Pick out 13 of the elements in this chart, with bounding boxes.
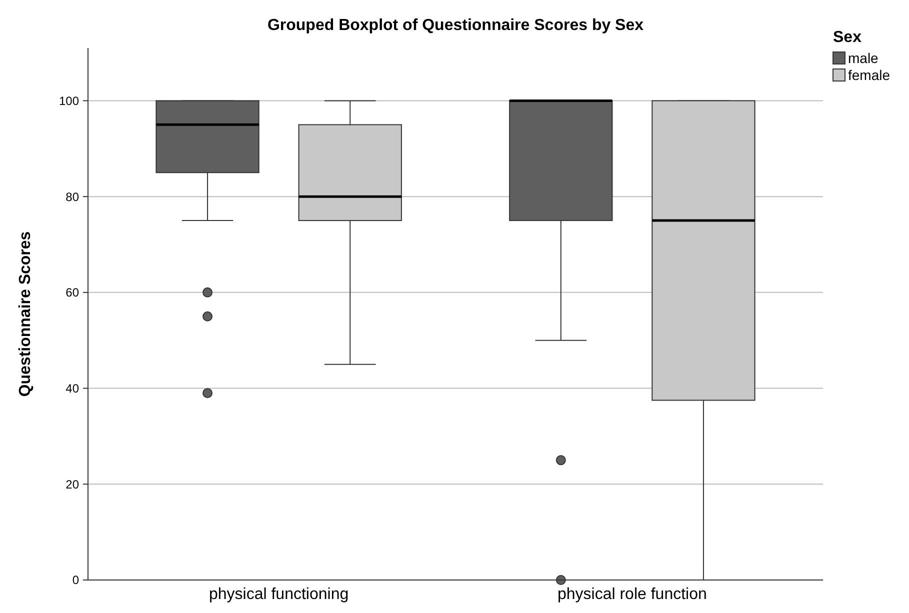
legend-label: female [848, 67, 890, 83]
y-tick-label: 20 [66, 477, 80, 492]
y-axis-title: Questionnaire Scores [17, 231, 34, 397]
chart-title: Grouped Boxplot of Questionnaire Scores by Sex [267, 17, 644, 34]
legend-label: male [848, 50, 879, 66]
y-tick-label: 80 [66, 190, 80, 204]
y-tick-label: 0 [72, 573, 80, 588]
y-tick-label: 60 [66, 286, 80, 300]
y-tick-label: 40 [66, 381, 80, 396]
x-tick-label: physical role function [557, 586, 707, 603]
x-tick-label: physical functioning [208, 586, 349, 603]
legend-title: Sex [833, 29, 862, 46]
y-tick-label: 100 [58, 94, 80, 108]
